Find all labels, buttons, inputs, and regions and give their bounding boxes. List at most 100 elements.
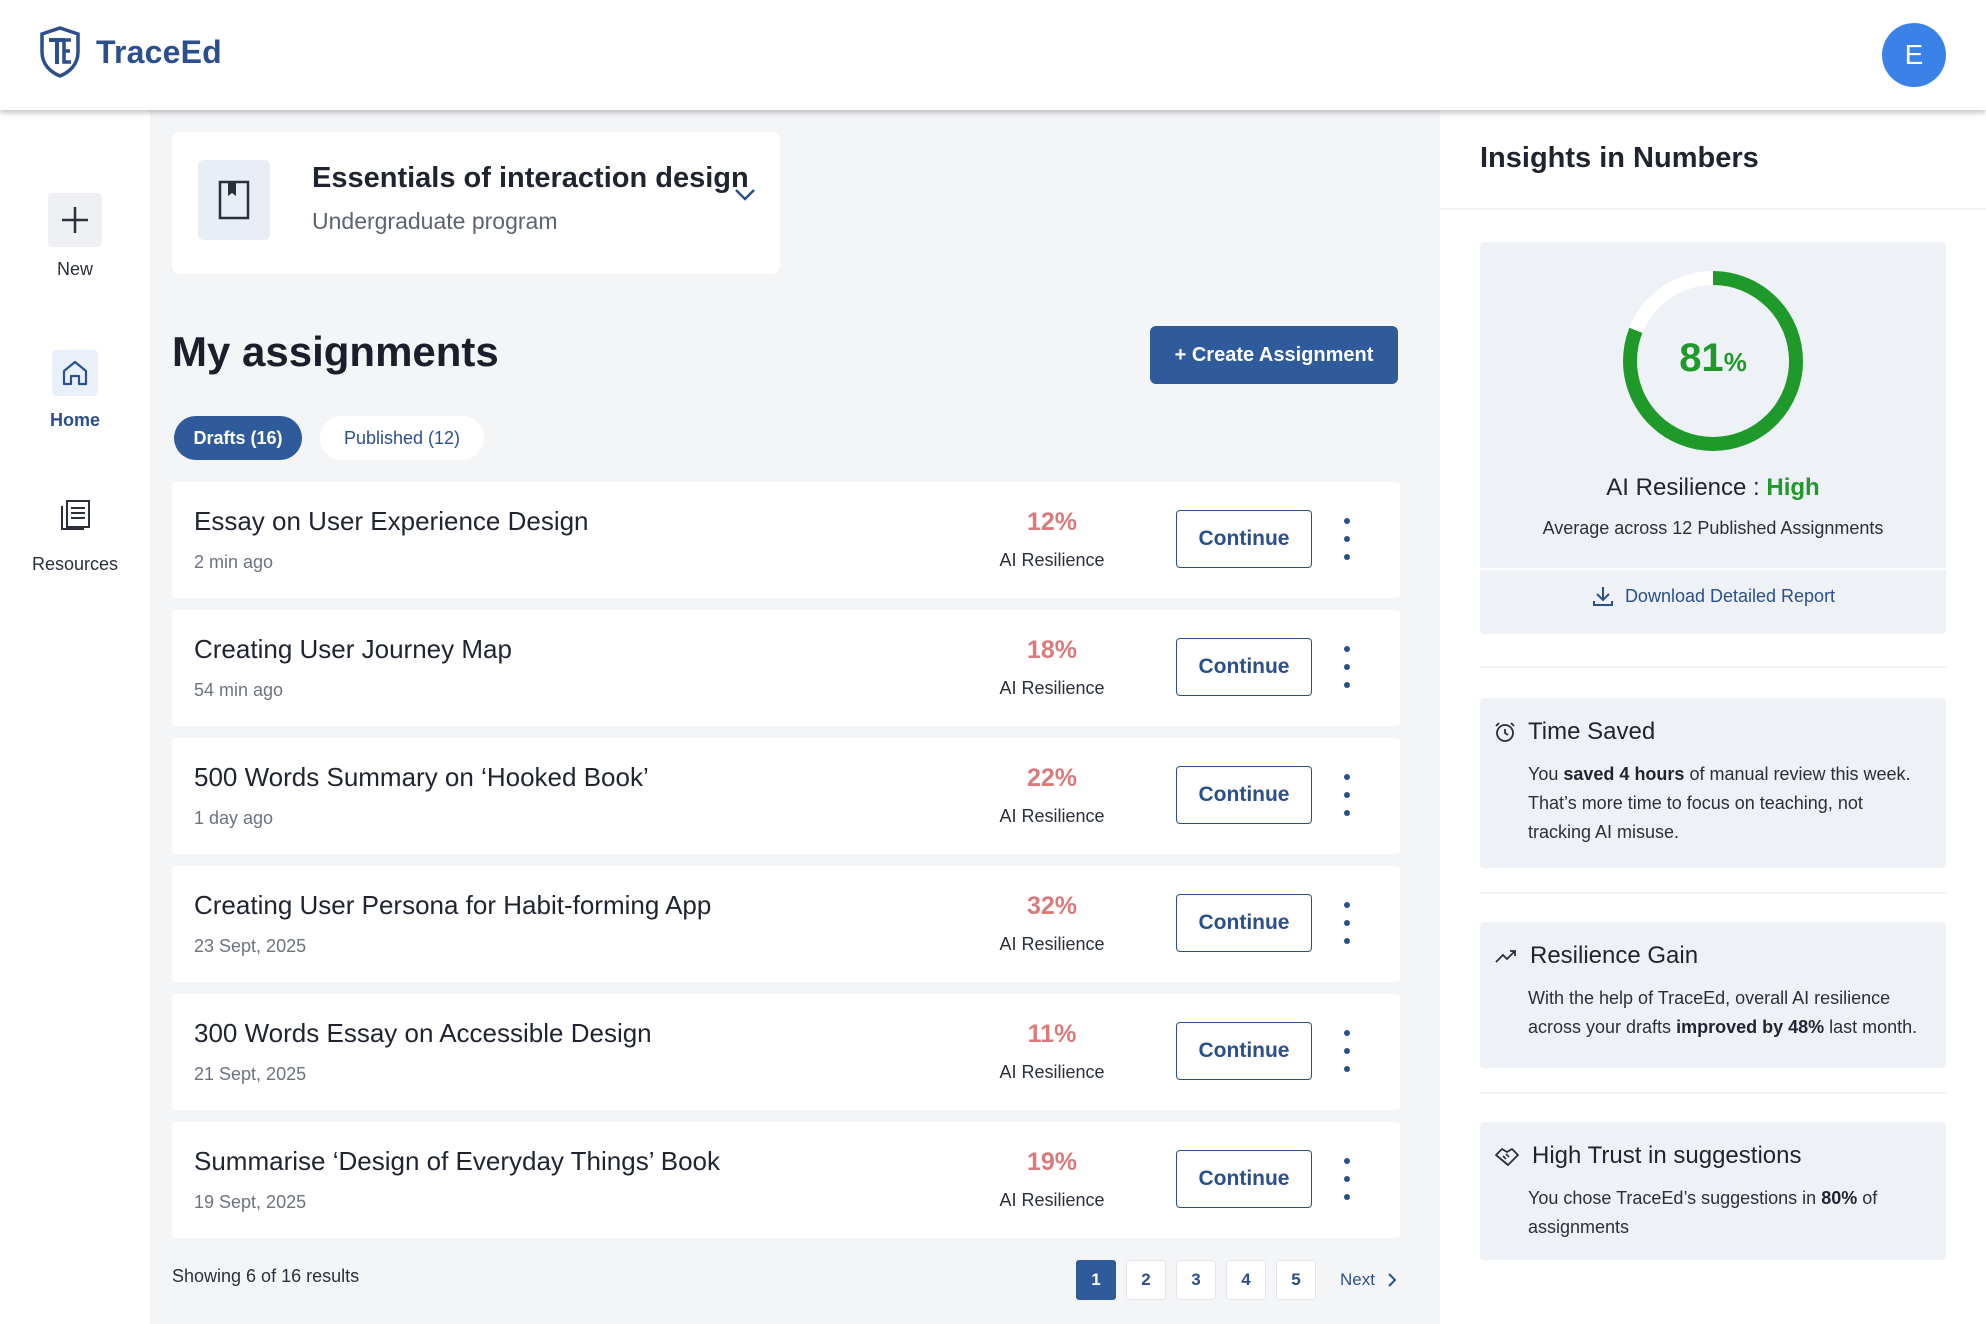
time-saved-title: Time Saved <box>1528 718 1656 745</box>
assignment-title: Essay on User Experience Design <box>194 506 589 536</box>
assignment-time: 21 Sept, 2025 <box>194 1064 307 1084</box>
assignment-title: Summarise ‘Design of Everyday Things’ Bo… <box>194 1146 721 1176</box>
next-page-button[interactable]: Next <box>1340 1270 1397 1290</box>
resilience-percent: 12% <box>1026 508 1078 536</box>
course-subtitle: Undergraduate program <box>312 208 558 234</box>
high-trust-card: High Trust in suggestions You chose Trac… <box>1480 1122 1946 1260</box>
more-vertical-icon[interactable] <box>1332 646 1362 688</box>
results-count: Showing 6 of 16 results <box>172 1266 360 1286</box>
assignment-title: Creating User Journey Map <box>194 634 512 664</box>
resilience-label: AI Resilience <box>999 1062 1105 1082</box>
chevron-down-icon[interactable] <box>734 188 756 207</box>
tab-published[interactable]: Published (12) <box>320 416 484 460</box>
assignment-time: 23 Sept, 2025 <box>194 936 307 956</box>
assignment-title: 300 Words Essay on Accessible Design <box>194 1018 652 1048</box>
chevron-right-icon <box>1388 1273 1397 1287</box>
rail-item-resources[interactable]: Resources <box>0 488 150 575</box>
insights-panel: Insights in Numbers 81% AI Resilience : … <box>1440 110 1986 1324</box>
divider <box>1480 666 1946 668</box>
continue-button[interactable]: Continue <box>1176 1022 1312 1080</box>
continue-button[interactable]: Continue <box>1176 766 1312 824</box>
shield-logo-icon <box>40 26 80 78</box>
home-icon <box>52 350 98 396</box>
assignment-row[interactable]: Summarise ‘Design of Everyday Things’ Bo… <box>172 1122 1400 1238</box>
resilience-level: High <box>1766 474 1820 501</box>
left-rail: New Home Resources <box>0 110 150 1324</box>
resilience-label-text: AI Resilience : <box>1606 474 1767 501</box>
resilience-label: AI Resilience <box>999 550 1105 570</box>
page-4-button[interactable]: 4 <box>1226 1260 1266 1300</box>
download-report-link[interactable]: Download Detailed Report <box>1480 584 1946 608</box>
resilience-unit: % <box>1723 347 1747 377</box>
high-trust-body: You chose TraceEd’s suggestions in 80% o… <box>1528 1188 1878 1237</box>
divider <box>1440 208 1986 210</box>
resilience-label: AI Resilience <box>999 678 1105 698</box>
course-selector[interactable]: Essentials of interaction design Undergr… <box>172 132 780 274</box>
page-title: My assignments <box>172 328 499 375</box>
user-avatar[interactable]: E <box>1882 23 1946 87</box>
resilience-ring <box>1623 271 1803 451</box>
more-vertical-icon[interactable] <box>1332 774 1362 816</box>
more-vertical-icon[interactable] <box>1332 902 1362 944</box>
bookmark-icon <box>198 160 270 240</box>
resilience-value: 81% <box>1620 336 1806 381</box>
insights-title: Insights in Numbers <box>1480 142 1759 174</box>
continue-button[interactable]: Continue <box>1176 510 1312 568</box>
more-vertical-icon[interactable] <box>1332 1158 1362 1200</box>
assignment-row[interactable]: 300 Words Essay on Accessible Design 21 … <box>172 994 1400 1110</box>
assignment-list: Essay on User Experience Design 2 min ag… <box>172 482 1400 1250</box>
rail-item-home[interactable]: Home <box>0 350 150 431</box>
continue-button[interactable]: Continue <box>1176 638 1312 696</box>
pagination: 1 2 3 4 5 Next <box>1076 1260 1397 1300</box>
resilience-percent: 18% <box>1026 636 1078 664</box>
tab-drafts[interactable]: Drafts (16) <box>174 416 302 460</box>
rail-label-new: New <box>56 259 93 279</box>
more-vertical-icon[interactable] <box>1332 518 1362 560</box>
rail-label-resources: Resources <box>31 554 119 574</box>
page-3-button[interactable]: 3 <box>1176 1260 1216 1300</box>
assignment-row[interactable]: Essay on User Experience Design 2 min ag… <box>172 482 1400 598</box>
assignment-time: 1 day ago <box>194 808 274 828</box>
page-2-button[interactable]: 2 <box>1126 1260 1166 1300</box>
resources-icon <box>48 488 102 542</box>
plus-icon <box>48 193 102 247</box>
more-vertical-icon[interactable] <box>1332 1030 1362 1072</box>
alarm-clock-icon <box>1495 722 1515 742</box>
resilience-percent: 11% <box>1027 1020 1077 1048</box>
assignment-title: Creating User Persona for Habit-forming … <box>194 890 712 920</box>
main-content: Essentials of interaction design Undergr… <box>150 110 1440 1324</box>
divider <box>1480 892 1946 894</box>
create-assignment-button[interactable]: + Create Assignment <box>1150 326 1398 384</box>
resilience-label: AI Resilience <box>999 1190 1105 1210</box>
time-saved-body: You saved 4 hours of manual review this … <box>1528 764 1911 842</box>
resilience-gain-card: Resilience Gain With the help of TraceEd… <box>1480 922 1946 1068</box>
page-1-button[interactable]: 1 <box>1076 1260 1116 1300</box>
rail-item-new[interactable]: New <box>0 193 150 280</box>
app-logo[interactable]: TraceEd <box>38 26 222 78</box>
assignment-time: 54 min ago <box>194 680 284 700</box>
resilience-percent: 32% <box>1026 892 1078 920</box>
assignment-title: 500 Words Summary on ‘Hooked Book’ <box>194 762 649 792</box>
assignment-time: 2 min ago <box>194 552 274 572</box>
resilience-subtitle: Average across 12 Published Assignments <box>1542 518 1884 538</box>
resilience-number: 81 <box>1679 336 1724 380</box>
resilience-percent: 22% <box>1026 764 1078 792</box>
continue-button[interactable]: Continue <box>1176 894 1312 952</box>
resilience-label: AI Resilience <box>999 934 1105 954</box>
resilience-percent: 19% <box>1026 1148 1078 1176</box>
assignment-row[interactable]: Creating User Persona for Habit-forming … <box>172 866 1400 982</box>
divider <box>1480 1092 1946 1094</box>
trending-up-icon <box>1495 950 1516 963</box>
resilience-card: 81% AI Resilience : High Average across … <box>1480 242 1946 634</box>
resilience-label: AI Resilience <box>999 806 1105 826</box>
time-saved-card: Time Saved You saved 4 hours of manual r… <box>1480 698 1946 868</box>
assignment-row[interactable]: 500 Words Summary on ‘Hooked Book’ 1 day… <box>172 738 1400 854</box>
assignment-time: 19 Sept, 2025 <box>194 1192 307 1212</box>
course-title: Essentials of interaction design <box>312 162 749 194</box>
resilience-gain-body: With the help of TraceEd, overall AI res… <box>1528 988 1918 1037</box>
download-icon <box>1592 587 1613 606</box>
next-label: Next <box>1340 1270 1375 1289</box>
assignment-row[interactable]: Creating User Journey Map 54 min ago 18%… <box>172 610 1400 726</box>
continue-button[interactable]: Continue <box>1176 1150 1312 1208</box>
page-5-button[interactable]: 5 <box>1276 1260 1316 1300</box>
